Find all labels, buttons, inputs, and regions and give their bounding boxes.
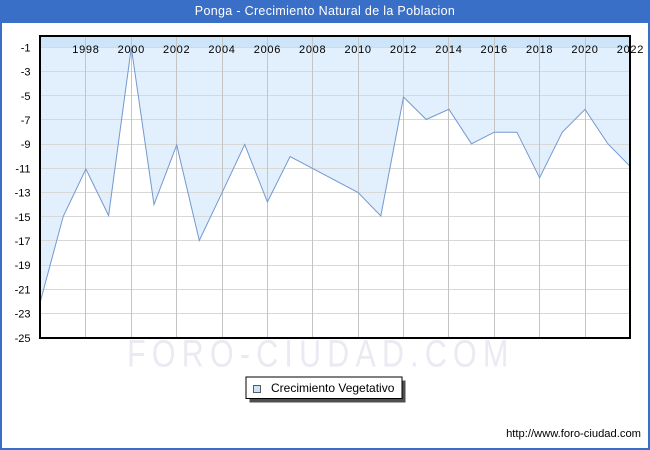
svg-text:2004: 2004: [208, 44, 235, 56]
svg-text:-13: -13: [15, 188, 31, 200]
svg-text:-1: -1: [21, 42, 31, 54]
svg-text:-7: -7: [21, 115, 31, 127]
svg-text:FORO-CIUDAD.COM: FORO-CIUDAD.COM: [127, 333, 514, 375]
svg-text:2012: 2012: [390, 44, 417, 56]
svg-text:-3: -3: [21, 67, 31, 79]
svg-text:-17: -17: [15, 236, 31, 248]
svg-text:-15: -15: [15, 212, 31, 224]
svg-text:-25: -25: [15, 333, 31, 345]
svg-text:-21: -21: [15, 284, 31, 296]
svg-text:2010: 2010: [344, 44, 371, 56]
svg-text:2014: 2014: [435, 44, 462, 56]
svg-text:2016: 2016: [481, 44, 508, 56]
svg-text:2000: 2000: [118, 44, 145, 56]
svg-text:-5: -5: [21, 91, 31, 103]
svg-text:2018: 2018: [526, 44, 553, 56]
svg-text:2020: 2020: [571, 44, 598, 56]
svg-text:2008: 2008: [299, 44, 326, 56]
svg-text:-11: -11: [15, 163, 30, 175]
svg-text:Ponga - Crecimiento Natural de: Ponga - Crecimiento Natural de la Poblac…: [195, 4, 455, 18]
svg-text:Crecimiento Vegetativo: Crecimiento Vegetativo: [271, 381, 395, 395]
svg-text:1998: 1998: [72, 44, 99, 56]
svg-text:2002: 2002: [163, 44, 190, 56]
svg-text:-9: -9: [21, 139, 31, 151]
svg-text:2022: 2022: [617, 44, 644, 56]
svg-text:2006: 2006: [254, 44, 281, 56]
svg-text:http://www.foro-ciudad.com: http://www.foro-ciudad.com: [506, 428, 641, 440]
svg-text:-19: -19: [15, 260, 31, 272]
svg-text:-23: -23: [15, 309, 31, 321]
